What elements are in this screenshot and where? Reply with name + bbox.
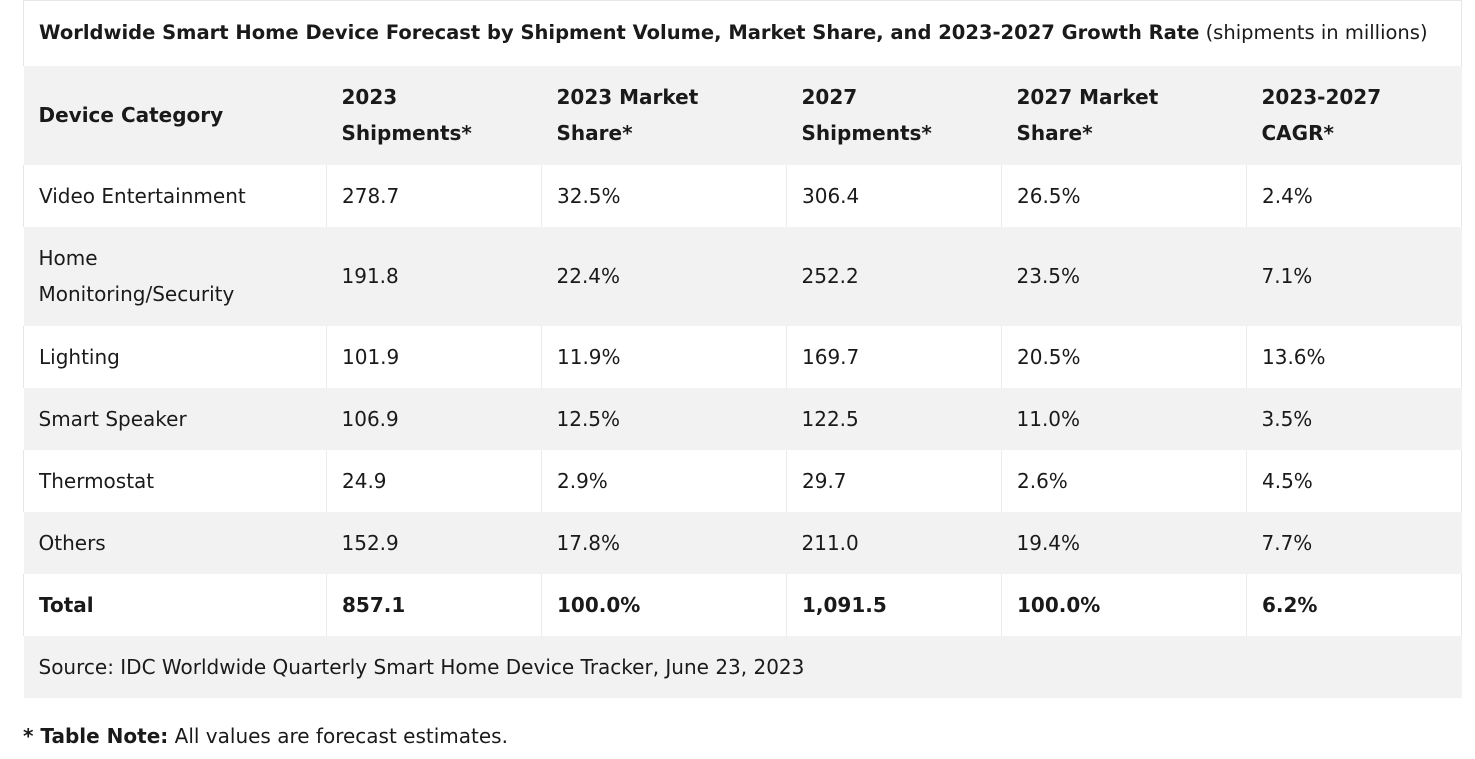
table-note: * Table Note: All values are forecast es… (23, 718, 508, 754)
cell-2027-market-share: 19.4% (1001, 511, 1247, 574)
cell-total-cagr: 6.2% (1246, 573, 1462, 636)
table-title-bold: Worldwide Smart Home Device Forecast by … (39, 21, 1200, 45)
cell-2023-shipments: 191.8 (326, 226, 542, 326)
table-header-row: Device Category 2023 Shipments* 2023 Mark… (23, 65, 1462, 165)
cell-2023-market-share: 17.8% (541, 511, 787, 574)
table-row: Lighting 101.9 11.9% 169.7 20.5% 13.6% (23, 325, 1462, 388)
cell-2023-market-share: 22.4% (541, 226, 787, 326)
table-source: Source: IDC Worldwide Quarterly Smart Ho… (23, 635, 1462, 698)
cell-total-2027-market-share: 100.0% (1001, 573, 1247, 636)
header-2027-shipments: 2027 Shipments* (786, 65, 1002, 165)
cell-total-label: Total (23, 573, 327, 636)
cell-2027-market-share: 26.5% (1001, 164, 1247, 227)
header-cagr: 2023-2027 CAGR* (1246, 65, 1462, 165)
table-total-row: Total 857.1 100.0% 1,091.5 100.0% 6.2% (23, 573, 1462, 636)
table-row: Smart Speaker 106.9 12.5% 122.5 11.0% 3.… (23, 387, 1462, 450)
cell-2023-market-share: 11.9% (541, 325, 787, 388)
cell-category: Smart Speaker (23, 387, 327, 450)
header-device-category: Device Category (23, 65, 327, 165)
header-2027-market-share: 2027 Market Share* (1001, 65, 1247, 165)
cell-cagr: 13.6% (1246, 325, 1462, 388)
table-note-label: * Table Note: (23, 724, 169, 748)
table-row: Video Entertainment 278.7 32.5% 306.4 26… (23, 164, 1462, 227)
table-title: Worldwide Smart Home Device Forecast by … (23, 0, 1462, 66)
cell-2023-shipments: 152.9 (326, 511, 542, 574)
table-title-row: Worldwide Smart Home Device Forecast by … (23, 0, 1462, 66)
cell-cagr: 4.5% (1246, 449, 1462, 512)
cell-2027-shipments: 29.7 (786, 449, 1002, 512)
cell-cagr: 7.7% (1246, 511, 1462, 574)
cell-2027-market-share: 20.5% (1001, 325, 1247, 388)
table-source-row: Source: IDC Worldwide Quarterly Smart Ho… (23, 635, 1462, 698)
cell-2023-shipments: 278.7 (326, 164, 542, 227)
cell-category: Video Entertainment (23, 164, 327, 227)
cell-2027-shipments: 306.4 (786, 164, 1002, 227)
cell-2027-shipments: 211.0 (786, 511, 1002, 574)
cell-category: Thermostat (23, 449, 327, 512)
cell-2027-market-share: 11.0% (1001, 387, 1247, 450)
cell-total-2027-shipments: 1,091.5 (786, 573, 1002, 636)
cell-2023-shipments: 106.9 (326, 387, 542, 450)
cell-2027-shipments: 169.7 (786, 325, 1002, 388)
forecast-table: Worldwide Smart Home Device Forecast by … (23, 0, 1462, 698)
table-title-suffix: (shipments in millions) (1199, 21, 1428, 45)
cell-2027-shipments: 122.5 (786, 387, 1002, 450)
cell-category: Lighting (23, 325, 327, 388)
table-note-text: All values are forecast estimates. (168, 724, 508, 748)
table-row: Thermostat 24.9 2.9% 29.7 2.6% 4.5% (23, 449, 1462, 512)
forecast-table-container: Worldwide Smart Home Device Forecast by … (23, 0, 1462, 698)
header-2023-shipments: 2023 Shipments* (326, 65, 542, 165)
cell-2023-market-share: 2.9% (541, 449, 787, 512)
cell-2023-shipments: 101.9 (326, 325, 542, 388)
table-row: Others 152.9 17.8% 211.0 19.4% 7.7% (23, 511, 1462, 574)
cell-2027-market-share: 23.5% (1001, 226, 1247, 326)
cell-total-2023-market-share: 100.0% (541, 573, 787, 636)
cell-2023-market-share: 12.5% (541, 387, 787, 450)
cell-cagr: 2.4% (1246, 164, 1462, 227)
cell-2027-shipments: 252.2 (786, 226, 1002, 326)
cell-2023-shipments: 24.9 (326, 449, 542, 512)
table-row: Home Monitoring/Security 191.8 22.4% 252.… (23, 226, 1462, 326)
cell-total-2023-shipments: 857.1 (326, 573, 542, 636)
cell-category: Home Monitoring/Security (23, 226, 327, 326)
header-2023-market-share: 2023 Market Share* (541, 65, 787, 165)
cell-cagr: 3.5% (1246, 387, 1462, 450)
cell-category: Others (23, 511, 327, 574)
cell-2027-market-share: 2.6% (1001, 449, 1247, 512)
cell-cagr: 7.1% (1246, 226, 1462, 326)
cell-2023-market-share: 32.5% (541, 164, 787, 227)
